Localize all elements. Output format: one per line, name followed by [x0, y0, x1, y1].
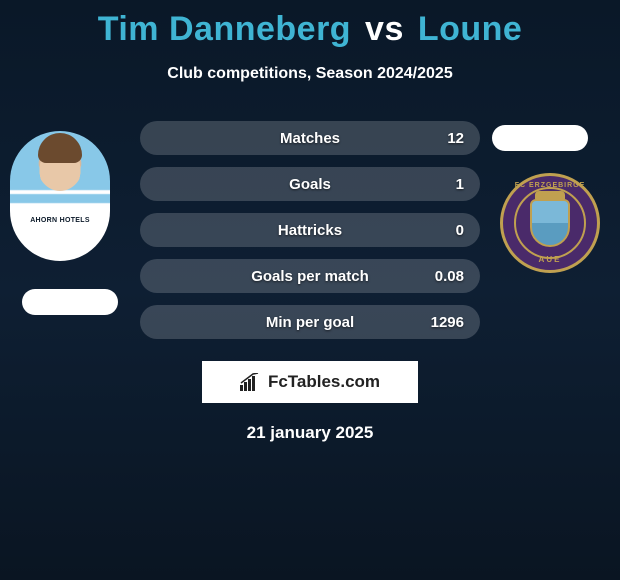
stat-row-goals: Goals 1	[140, 167, 480, 201]
subtitle: Club competitions, Season 2024/2025	[0, 65, 620, 83]
main-area: AHORN HOTELS FC ERZGEBIRGE AUE Matches 1…	[0, 113, 620, 343]
stat-row-goals-per-match: Goals per match 0.08	[140, 259, 480, 293]
crest-shield-icon	[530, 199, 570, 247]
crest-text-bottom: AUE	[503, 255, 597, 264]
date-text: 21 january 2025	[0, 423, 620, 443]
jersey-sponsor-text: AHORN HOTELS	[26, 216, 94, 225]
player2-name: Loune	[418, 10, 522, 48]
player1-name-pill	[22, 289, 118, 315]
stat-value-right: 0	[456, 222, 464, 239]
stat-label: Goals per match	[251, 268, 369, 285]
player1-avatar: AHORN HOTELS	[10, 131, 110, 261]
stat-value-right: 1	[456, 176, 464, 193]
stat-label: Min per goal	[266, 314, 354, 331]
stat-row-hattricks: Hattricks 0	[140, 213, 480, 247]
player2-name-pill	[492, 125, 588, 151]
infographic-container: Tim Danneberg vs Loune Club competitions…	[0, 0, 620, 443]
player1-name: Tim Danneberg	[98, 10, 351, 48]
stat-row-matches: Matches 12	[140, 121, 480, 155]
stat-label: Goals	[289, 176, 331, 193]
stat-value-right: 1296	[431, 314, 464, 331]
stat-row-min-per-goal: Min per goal 1296	[140, 305, 480, 339]
player2-club-crest: FC ERZGEBIRGE AUE	[500, 173, 600, 273]
stat-label: Matches	[280, 130, 340, 147]
stat-label: Hattricks	[278, 222, 342, 239]
brand-box: FcTables.com	[202, 361, 418, 403]
brand-text: FcTables.com	[268, 372, 380, 392]
stat-value-right: 0.08	[435, 268, 464, 285]
title: Tim Danneberg vs Loune	[0, 10, 620, 49]
crest-text-top: FC ERZGEBIRGE	[503, 182, 597, 189]
stat-value-right: 12	[447, 130, 464, 147]
bar-chart-icon	[240, 373, 262, 391]
vs-text: vs	[365, 10, 404, 48]
stats-table: Matches 12 Goals 1 Hattricks 0 Goals per…	[140, 121, 480, 351]
